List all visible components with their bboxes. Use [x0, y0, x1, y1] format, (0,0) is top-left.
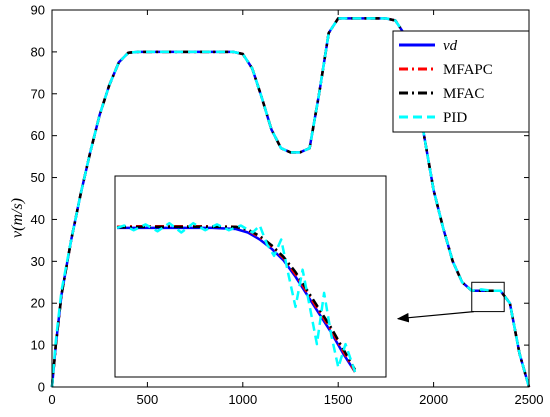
y-tick-label: 90 — [31, 3, 45, 18]
y-tick-label: 40 — [31, 212, 45, 227]
series-layer — [50, 17, 531, 388]
legend: vd MFAPC MFAC PID — [392, 30, 530, 133]
legend-label-vd: vd — [443, 38, 458, 54]
legend-box — [392, 30, 530, 133]
x-tick-label: 500 — [137, 392, 159, 407]
y-tick-label: 20 — [31, 296, 45, 311]
y-tick-label: 30 — [31, 254, 45, 269]
y-tick-label: 10 — [31, 338, 45, 353]
legend-label-mfapc: MFAPC — [443, 62, 493, 78]
legend-label-mfac: MFAC — [443, 86, 484, 102]
x-tick-label: 1500 — [324, 392, 353, 407]
tick-layer: 0 500 1000 1500 2000 2500 0 10 20 30 40 50 60 70 80 90 — [31, 3, 544, 408]
plot-frame — [51, 9, 530, 388]
x-tick-label: 1000 — [228, 392, 257, 407]
y-tick-label: 0 — [38, 380, 45, 395]
x-tick-label: 2000 — [419, 392, 448, 407]
inset-series-line-pid — [116, 221, 357, 373]
zoom-region-box — [471, 281, 505, 313]
inset-panel — [114, 175, 505, 378]
zoom-arrow — [396, 311, 474, 323]
y-axis-label: v(m/s) — [9, 198, 26, 238]
y-tick-label: 50 — [31, 170, 45, 185]
y-tick-label: 70 — [31, 86, 45, 101]
y-tick-label: 80 — [31, 44, 45, 59]
x-tick-label: 0 — [48, 392, 55, 407]
y-tick-label: 60 — [31, 128, 45, 143]
series-line-pid — [50, 17, 531, 388]
legend-label-pid: PID — [443, 110, 467, 126]
x-tick-label: 2500 — [515, 392, 544, 407]
